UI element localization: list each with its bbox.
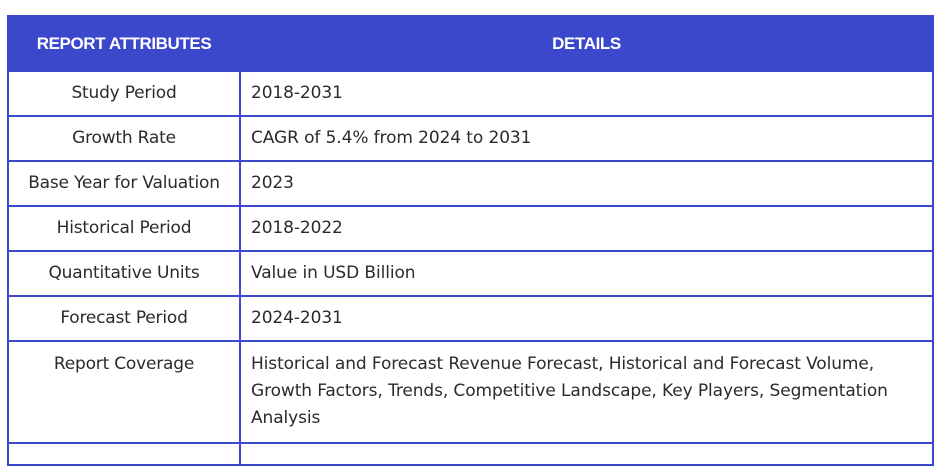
table-row-partial: [7, 442, 934, 466]
row-attribute: Forecast Period: [7, 295, 241, 342]
row-details: Value in USD Billion: [239, 250, 934, 297]
table-header: REPORT ATTRIBUTES DETAILS: [7, 15, 934, 72]
table-body: Study Period 2018-2031 Growth Rate CAGR …: [7, 70, 934, 466]
row-attribute: Report Coverage: [7, 340, 241, 444]
table-row: Historical Period 2018-2022: [7, 205, 934, 252]
header-report-attributes: REPORT ATTRIBUTES: [7, 15, 241, 72]
row-attribute-empty: [7, 442, 241, 466]
report-attributes-table: REPORT ATTRIBUTES DETAILS Study Period 2…: [7, 15, 934, 466]
row-details: CAGR of 5.4% from 2024 to 2031: [239, 115, 934, 162]
row-details: Historical and Forecast Revenue Forecast…: [239, 340, 934, 444]
table-row: Study Period 2018-2031: [7, 70, 934, 117]
table-row: Quantitative Units Value in USD Billion: [7, 250, 934, 297]
header-details: DETAILS: [239, 15, 934, 72]
row-details: 2018-2031: [239, 70, 934, 117]
row-attribute: Historical Period: [7, 205, 241, 252]
table-row: Forecast Period 2024-2031: [7, 295, 934, 342]
row-details: 2018-2022: [239, 205, 934, 252]
table-row: Base Year for Valuation 2023: [7, 160, 934, 207]
row-attribute: Base Year for Valuation: [7, 160, 241, 207]
row-details: 2024-2031: [239, 295, 934, 342]
row-attribute: Growth Rate: [7, 115, 241, 162]
row-attribute: Quantitative Units: [7, 250, 241, 297]
header-row: REPORT ATTRIBUTES DETAILS: [7, 15, 934, 72]
row-details-empty: [239, 442, 934, 466]
table-row: Report Coverage Historical and Forecast …: [7, 340, 934, 444]
table-row: Growth Rate CAGR of 5.4% from 2024 to 20…: [7, 115, 934, 162]
row-details: 2023: [239, 160, 934, 207]
row-attribute: Study Period: [7, 70, 241, 117]
